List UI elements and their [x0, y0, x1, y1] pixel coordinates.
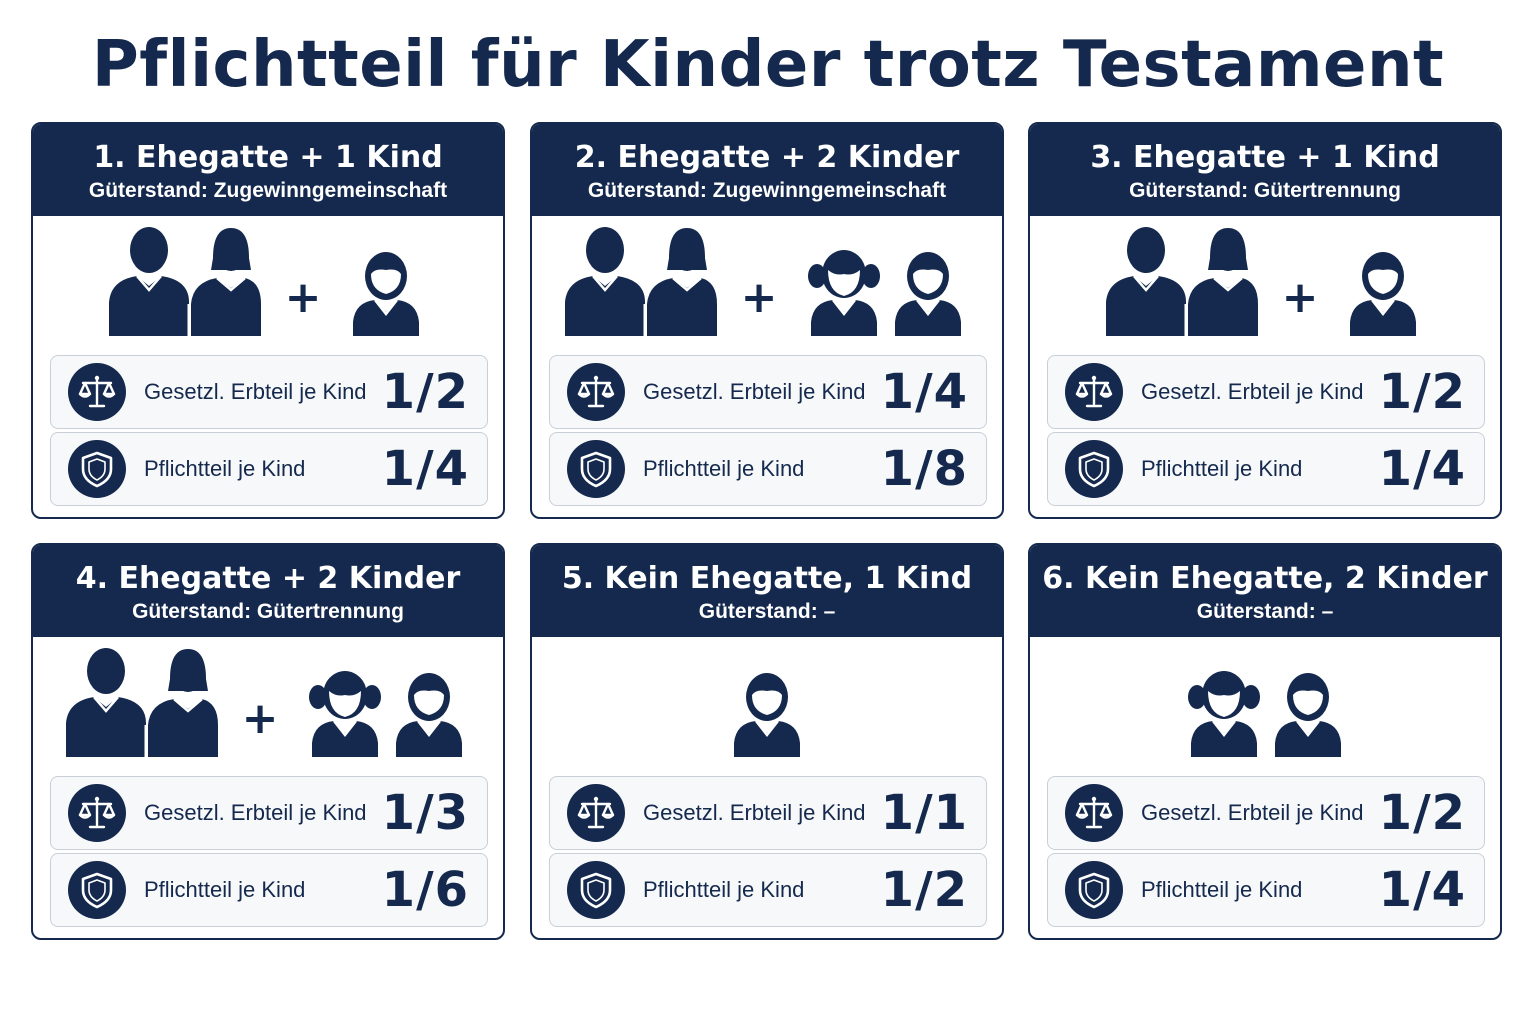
scenario-card: 1. Ehegatte + 1 Kind Güterstand: Zugewin… [31, 122, 505, 519]
card-title: 1. Ehegatte + 1 Kind [93, 140, 443, 175]
row-label: Gesetzl. Erbteil je Kind [643, 379, 866, 404]
compulsory-share-row: Pflichtteil je Kind 1/6 [50, 853, 488, 927]
compulsory-share-row: Pflichtteil je Kind 1/4 [50, 432, 488, 506]
inheritance-share-row: Gesetzl. Erbteil je Kind 1/2 [1047, 355, 1485, 429]
row-label: Gesetzl. Erbteil je Kind [1141, 800, 1364, 825]
scenario-card: 3. Ehegatte + 1 Kind Güterstand: Gütertr… [1028, 122, 1502, 519]
row-value: 1/1 [880, 785, 968, 841]
family-illustration: + [1030, 216, 1500, 350]
boy-icon [396, 667, 463, 757]
family-illustration [532, 637, 1002, 771]
inheritance-share-row: Gesetzl. Erbteil je Kind 1/2 [1047, 776, 1485, 850]
row-label: Gesetzl. Erbteil je Kind [1141, 379, 1364, 404]
shield-icon [567, 861, 625, 919]
row-value: 1/4 [381, 441, 469, 497]
scenario-card: 4. Ehegatte + 2 Kinder Güterstand: Güter… [31, 543, 505, 940]
row-value: 1/2 [880, 862, 968, 918]
scales-icon [1065, 784, 1123, 842]
scenario-card: 2. Ehegatte + 2 Kinder Güterstand: Zugew… [530, 122, 1004, 519]
row-label: Pflichtteil je Kind [144, 877, 306, 902]
card-subtitle: Güterstand: Gütertrennung [1129, 179, 1401, 202]
row-value: 1/3 [381, 785, 469, 841]
family-illustration: + [33, 637, 503, 771]
plus-sign: + [740, 272, 778, 323]
parents-icon [65, 645, 218, 757]
plus-sign: + [1281, 272, 1319, 323]
card-subtitle: Güterstand: Gütertrennung [132, 600, 404, 623]
row-label: Pflichtteil je Kind [1141, 456, 1303, 481]
card-title: 6. Kein Ehegatte, 2 Kinder [1042, 561, 1488, 596]
row-value: 1/2 [1378, 364, 1466, 420]
card-subtitle: Güterstand: – [1196, 600, 1334, 623]
card-title: 3. Ehegatte + 1 Kind [1090, 140, 1440, 175]
row-label: Pflichtteil je Kind [643, 877, 805, 902]
inheritance-share-row: Gesetzl. Erbteil je Kind 1/4 [549, 355, 987, 429]
row-value: 1/2 [381, 364, 469, 420]
shield-icon [68, 440, 126, 498]
scales-icon [68, 784, 126, 842]
inheritance-share-row: Gesetzl. Erbteil je Kind 1/3 [50, 776, 488, 850]
girl-icon [308, 667, 382, 757]
scales-icon [567, 784, 625, 842]
parents-icon [564, 224, 717, 336]
family-illustration: + [532, 216, 1002, 350]
shield-icon [68, 861, 126, 919]
scales-icon [567, 363, 625, 421]
inheritance-share-row: Gesetzl. Erbteil je Kind 1/2 [50, 355, 488, 429]
card-header: 2. Ehegatte + 2 Kinder Güterstand: Zugew… [532, 124, 1002, 216]
compulsory-share-row: Pflichtteil je Kind 1/4 [1047, 853, 1485, 927]
card-subtitle: Güterstand: – [698, 600, 836, 623]
row-label: Gesetzl. Erbteil je Kind [144, 800, 367, 825]
card-title: 5. Kein Ehegatte, 1 Kind [561, 561, 973, 596]
row-label: Gesetzl. Erbteil je Kind [144, 379, 367, 404]
family-illustration [1030, 637, 1500, 771]
card-subtitle: Güterstand: Zugewinngemeinschaft [88, 179, 448, 202]
card-header: 6. Kein Ehegatte, 2 Kinder Güterstand: – [1030, 545, 1500, 637]
parents-icon [108, 224, 261, 336]
shield-icon [1065, 861, 1123, 919]
scales-icon [1065, 363, 1123, 421]
girl-icon [807, 246, 881, 336]
boy-icon [353, 246, 420, 336]
card-subtitle: Güterstand: Zugewinngemeinschaft [587, 179, 947, 202]
row-value: 1/4 [1378, 862, 1466, 918]
scenario-card: 5. Kein Ehegatte, 1 Kind Güterstand: – G… [530, 543, 1004, 940]
shield-icon [1065, 440, 1123, 498]
row-label: Pflichtteil je Kind [1141, 877, 1303, 902]
boy-icon [895, 246, 962, 336]
row-value: 1/4 [1378, 441, 1466, 497]
compulsory-share-row: Pflichtteil je Kind 1/4 [1047, 432, 1485, 506]
shield-icon [567, 440, 625, 498]
card-header: 3. Ehegatte + 1 Kind Güterstand: Gütertr… [1030, 124, 1500, 216]
boy-icon [1350, 246, 1417, 336]
compulsory-share-row: Pflichtteil je Kind 1/8 [549, 432, 987, 506]
family-illustration: + [33, 216, 503, 350]
page-title: Pflichtteil für Kinder trotz Testament [91, 28, 1445, 102]
row-value: 1/2 [1378, 785, 1466, 841]
boy-icon [1275, 667, 1341, 757]
card-title: 2. Ehegatte + 2 Kinder [574, 140, 960, 175]
row-label: Pflichtteil je Kind [643, 456, 805, 481]
inheritance-share-row: Gesetzl. Erbteil je Kind 1/1 [549, 776, 987, 850]
compulsory-share-row: Pflichtteil je Kind 1/2 [549, 853, 987, 927]
parents-icon [1105, 224, 1258, 336]
row-value: 1/6 [381, 862, 469, 918]
scales-icon [68, 363, 126, 421]
row-value: 1/8 [880, 441, 968, 497]
plus-sign: + [284, 272, 322, 323]
row-label: Pflichtteil je Kind [144, 456, 306, 481]
scenario-card: 6. Kein Ehegatte, 2 Kinder Güterstand: –… [1028, 543, 1502, 940]
boy-icon [734, 667, 800, 757]
row-label: Gesetzl. Erbteil je Kind [643, 800, 866, 825]
card-header: 1. Ehegatte + 1 Kind Güterstand: Zugewin… [33, 124, 503, 216]
plus-sign: + [241, 693, 279, 744]
girl-icon [1187, 667, 1261, 757]
card-title: 4. Ehegatte + 2 Kinder [75, 561, 461, 596]
card-header: 5. Kein Ehegatte, 1 Kind Güterstand: – [532, 545, 1002, 637]
row-value: 1/4 [880, 364, 968, 420]
card-header: 4. Ehegatte + 2 Kinder Güterstand: Güter… [33, 545, 503, 637]
